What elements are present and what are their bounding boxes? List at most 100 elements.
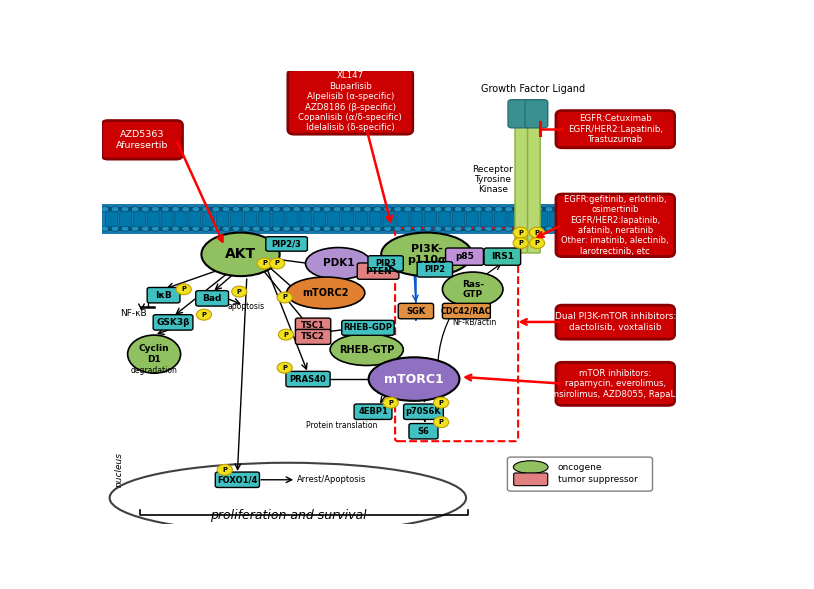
Circle shape xyxy=(505,207,513,212)
FancyBboxPatch shape xyxy=(508,212,520,227)
Text: RHEB-GTP: RHEB-GTP xyxy=(339,345,395,355)
FancyBboxPatch shape xyxy=(300,212,312,227)
FancyBboxPatch shape xyxy=(549,212,562,227)
Text: P: P xyxy=(282,365,287,370)
Circle shape xyxy=(282,207,291,212)
Circle shape xyxy=(333,207,341,212)
Circle shape xyxy=(555,207,563,212)
Circle shape xyxy=(313,207,321,212)
Text: TSC2: TSC2 xyxy=(301,332,325,342)
Circle shape xyxy=(484,207,492,212)
Circle shape xyxy=(131,226,139,231)
Ellipse shape xyxy=(287,277,365,309)
Circle shape xyxy=(383,397,398,408)
Circle shape xyxy=(303,226,311,231)
FancyBboxPatch shape xyxy=(215,472,260,488)
Ellipse shape xyxy=(330,334,403,365)
Circle shape xyxy=(545,226,553,231)
FancyBboxPatch shape xyxy=(203,212,215,227)
FancyBboxPatch shape xyxy=(286,212,298,227)
Ellipse shape xyxy=(305,247,371,279)
Circle shape xyxy=(252,226,260,231)
Circle shape xyxy=(529,227,545,238)
Circle shape xyxy=(394,207,401,212)
Circle shape xyxy=(444,207,452,212)
Text: PIP2/3: PIP2/3 xyxy=(272,239,301,249)
Circle shape xyxy=(182,207,190,212)
Circle shape xyxy=(257,258,272,269)
Text: EGFR:gefitinib, erlotinib,
osimertinib
EGFR/HER2:lapatinib,
afatinib, neratinib
: EGFR:gefitinib, erlotinib, osimertinib E… xyxy=(562,195,669,256)
Text: IRS1: IRS1 xyxy=(491,252,514,261)
Text: Ras-
GTP: Ras- GTP xyxy=(462,280,484,299)
FancyBboxPatch shape xyxy=(153,315,193,330)
Circle shape xyxy=(273,226,280,231)
Circle shape xyxy=(222,207,230,212)
Text: P: P xyxy=(439,419,444,425)
FancyBboxPatch shape xyxy=(556,194,675,257)
Ellipse shape xyxy=(381,233,472,276)
Text: oncogene: oncogene xyxy=(558,462,602,472)
Text: FOXO1/4: FOXO1/4 xyxy=(217,475,257,484)
Circle shape xyxy=(454,207,462,212)
FancyBboxPatch shape xyxy=(507,457,653,491)
Text: AKT: AKT xyxy=(225,247,256,262)
FancyBboxPatch shape xyxy=(342,320,394,335)
Circle shape xyxy=(212,226,220,231)
Circle shape xyxy=(142,207,149,212)
Ellipse shape xyxy=(128,335,181,373)
FancyBboxPatch shape xyxy=(515,120,527,253)
Circle shape xyxy=(303,207,311,212)
Text: NF-κB: NF-κB xyxy=(120,309,147,318)
FancyBboxPatch shape xyxy=(161,212,173,227)
Text: P: P xyxy=(222,467,227,473)
Circle shape xyxy=(414,207,422,212)
Circle shape xyxy=(374,226,381,231)
Text: degradation: degradation xyxy=(131,366,177,375)
Circle shape xyxy=(515,226,523,231)
Circle shape xyxy=(172,207,179,212)
FancyBboxPatch shape xyxy=(556,111,675,148)
Circle shape xyxy=(217,464,232,475)
FancyBboxPatch shape xyxy=(525,100,548,128)
Text: mTORC2: mTORC2 xyxy=(303,288,349,298)
Circle shape xyxy=(212,207,220,212)
FancyBboxPatch shape xyxy=(147,212,160,227)
FancyBboxPatch shape xyxy=(354,404,392,419)
FancyBboxPatch shape xyxy=(120,212,131,227)
Circle shape xyxy=(151,207,160,212)
Circle shape xyxy=(454,226,462,231)
Text: mTOR inhibitors:
rapamycin, everolimus,
temsirolimus, AZD8055, RapaLink: mTOR inhibitors: rapamycin, everolimus, … xyxy=(542,369,689,399)
Circle shape xyxy=(374,207,381,212)
FancyBboxPatch shape xyxy=(102,121,182,159)
Text: Dual PI3K-mTOR inhibitors:
dactolisib, voxtalisib: Dual PI3K-mTOR inhibitors: dactolisib, v… xyxy=(554,312,676,332)
Circle shape xyxy=(232,226,240,231)
Circle shape xyxy=(333,226,341,231)
Text: P: P xyxy=(535,230,540,236)
Text: EGFR:Cetuximab
EGFR/HER2:Lapatinib,
Trastuzumab: EGFR:Cetuximab EGFR/HER2:Lapatinib, Tras… xyxy=(567,114,663,144)
Circle shape xyxy=(353,207,361,212)
Text: PDK1: PDK1 xyxy=(322,259,354,269)
FancyBboxPatch shape xyxy=(357,263,399,279)
FancyBboxPatch shape xyxy=(265,237,308,251)
Text: apoptosis: apoptosis xyxy=(227,302,265,311)
Circle shape xyxy=(277,362,292,373)
Circle shape xyxy=(121,226,129,231)
Circle shape xyxy=(434,397,449,408)
Circle shape xyxy=(323,226,330,231)
Circle shape xyxy=(112,226,119,231)
Circle shape xyxy=(414,226,422,231)
Text: TSC1: TSC1 xyxy=(301,321,325,330)
FancyBboxPatch shape xyxy=(106,212,117,227)
Circle shape xyxy=(475,226,482,231)
Circle shape xyxy=(269,258,285,269)
FancyBboxPatch shape xyxy=(417,262,453,277)
Text: Arrest/Apoptosis: Arrest/Apoptosis xyxy=(297,475,366,484)
FancyBboxPatch shape xyxy=(175,212,187,227)
Text: nucleus: nucleus xyxy=(115,452,124,487)
Text: Cyclin
D1: Cyclin D1 xyxy=(139,345,169,364)
Text: AZD5363
Afuresertib: AZD5363 Afuresertib xyxy=(116,130,168,150)
FancyBboxPatch shape xyxy=(230,212,243,227)
Text: P: P xyxy=(202,312,207,317)
FancyBboxPatch shape xyxy=(356,212,367,227)
Text: PTEN: PTEN xyxy=(365,267,392,276)
